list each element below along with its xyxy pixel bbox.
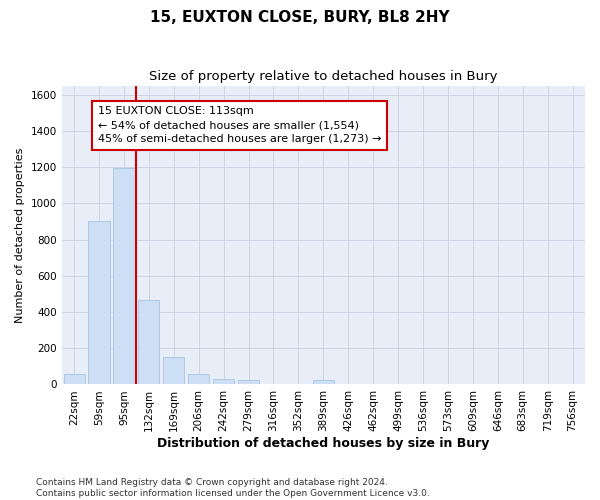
Bar [213, 380, 234, 384]
X-axis label: Distribution of detached houses by size in Bury: Distribution of detached houses by size … [157, 437, 490, 450]
Text: Contains HM Land Registry data © Crown copyright and database right 2024.
Contai: Contains HM Land Registry data © Crown c… [36, 478, 430, 498]
Bar [88, 222, 110, 384]
Bar [113, 168, 134, 384]
Bar [163, 358, 184, 384]
Bar [313, 380, 334, 384]
Text: 15 EUXTON CLOSE: 113sqm
← 54% of detached houses are smaller (1,554)
45% of semi: 15 EUXTON CLOSE: 113sqm ← 54% of detache… [98, 106, 382, 144]
Y-axis label: Number of detached properties: Number of detached properties [15, 148, 25, 322]
Title: Size of property relative to detached houses in Bury: Size of property relative to detached ho… [149, 70, 497, 83]
Bar [64, 374, 85, 384]
Bar [188, 374, 209, 384]
Bar [138, 300, 160, 384]
Text: 15, EUXTON CLOSE, BURY, BL8 2HY: 15, EUXTON CLOSE, BURY, BL8 2HY [150, 10, 450, 25]
Bar [238, 380, 259, 384]
